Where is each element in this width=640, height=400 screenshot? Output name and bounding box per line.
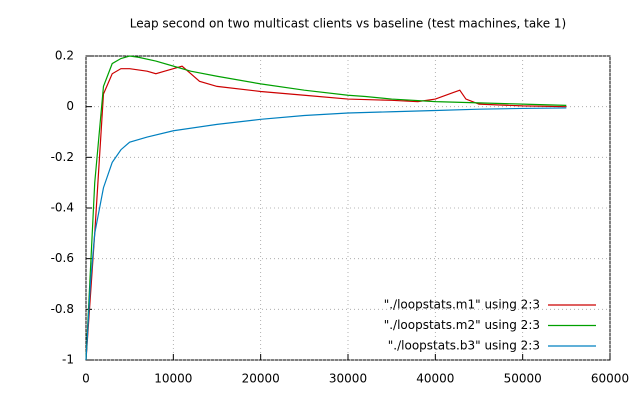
x-tick-label: 10000 bbox=[154, 372, 192, 386]
x-tick-label: 0 bbox=[82, 372, 90, 386]
x-tick-label: 30000 bbox=[329, 372, 367, 386]
y-tick-label: -0.4 bbox=[51, 201, 74, 215]
legend-label: "./loopstats.m1" using 2:3 bbox=[384, 298, 540, 312]
y-tick-label: 0.2 bbox=[55, 49, 74, 63]
y-tick-label: -1 bbox=[62, 353, 74, 367]
legend-label: "./loopstats.b3" using 2:3 bbox=[388, 339, 540, 353]
legend-label: "./loopstats.m2" using 2:3 bbox=[384, 318, 540, 332]
chart-title: Leap second on two multicast clients vs … bbox=[130, 17, 566, 31]
x-tick-label: 40000 bbox=[416, 372, 454, 386]
x-tick-label: 50000 bbox=[504, 372, 542, 386]
y-tick-label: -0.6 bbox=[51, 251, 74, 265]
line-series bbox=[85, 65, 567, 361]
line-series bbox=[85, 55, 567, 361]
y-tick-label: 0 bbox=[66, 99, 74, 113]
x-tick-label: 20000 bbox=[242, 372, 280, 386]
x-tick-label: 60000 bbox=[591, 372, 629, 386]
line-series bbox=[85, 107, 567, 361]
y-tick-label: -0.2 bbox=[51, 150, 74, 164]
y-tick-label: -0.8 bbox=[51, 302, 74, 316]
